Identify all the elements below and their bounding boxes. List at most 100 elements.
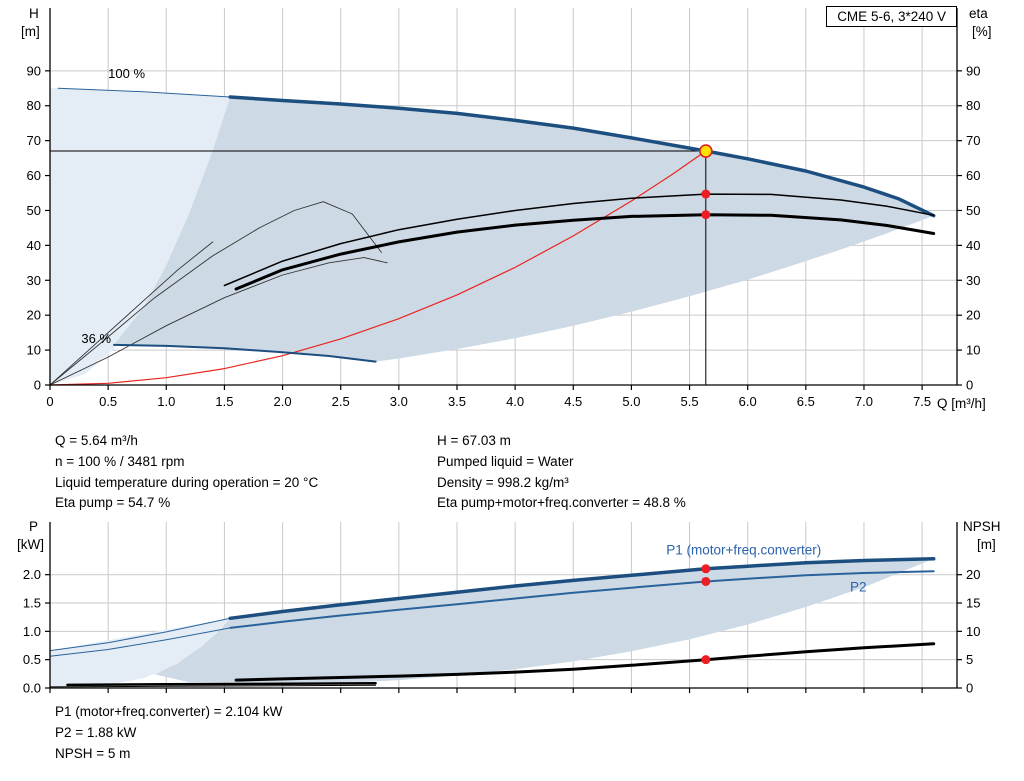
power-right-axis-name: NPSH xyxy=(963,519,1001,534)
pump-curve-100 xyxy=(228,95,936,218)
pump-model-box: CME 5-6, 3*240 V xyxy=(826,6,957,27)
power-left-axis-unit: [kW] xyxy=(17,537,44,552)
p2-extension xyxy=(49,627,231,657)
envelope-light xyxy=(50,88,231,386)
eta-pump-value: Eta pump = 54.7 % xyxy=(55,495,171,511)
hq-right-axis-name: eta xyxy=(969,6,988,21)
x-tick-label: 6.0 xyxy=(739,394,757,409)
x-tick-label: 3.5 xyxy=(448,394,466,409)
speed-value: n = 100 % / 3481 rpm xyxy=(55,453,185,469)
power-envelope-light xyxy=(50,618,231,687)
y-tick-left-label: 70 xyxy=(27,133,41,148)
eta-total-point xyxy=(701,210,711,220)
eta-pump-curve xyxy=(223,193,935,287)
npsh-low-thin xyxy=(49,684,377,688)
liquid-temp-value: Liquid temperature during operation = 20… xyxy=(55,474,319,490)
x-tick-label: 7.0 xyxy=(855,394,873,409)
hq-right-axis-unit: [%] xyxy=(972,24,992,39)
x-tick-label: 5.5 xyxy=(681,394,699,409)
duty-info-right: H = 67.03 m Pumped liquid = Water Densit… xyxy=(437,431,686,514)
x-tick-label: 4.0 xyxy=(506,394,524,409)
y-tick-right-label: 40 xyxy=(966,238,980,253)
power-left-axis-name: P xyxy=(29,519,39,534)
x-tick-label: 1.5 xyxy=(215,394,233,409)
hq-left-axis-name: H xyxy=(29,6,39,21)
head-value: H = 67.03 m xyxy=(437,433,511,448)
pump-curve-36 xyxy=(113,343,377,363)
y-tick-left-label: 0.0 xyxy=(23,681,41,696)
eta-total-curve xyxy=(234,213,936,291)
npsh-low-thick xyxy=(66,681,377,687)
x-tick-label: 7.5 xyxy=(913,394,931,409)
y-tick-left-label: 10 xyxy=(27,343,41,358)
npsh-value: NPSH = 5 m xyxy=(55,745,131,761)
p2-value: P2 = 1.88 kW xyxy=(55,724,137,740)
x-tick-label: 5.0 xyxy=(622,394,640,409)
speed-label-100: 100 % xyxy=(108,66,145,81)
envelope-main xyxy=(114,97,934,362)
x-tick-label: 2.0 xyxy=(274,394,292,409)
x-tick-label: 4.5 xyxy=(564,394,582,409)
x-tick-label: 2.5 xyxy=(332,394,350,409)
eta-pump-point xyxy=(701,189,711,199)
y-tick-right-label: 50 xyxy=(966,203,980,218)
power-info: P1 (motor+freq.converter) = 2.104 kW P2 … xyxy=(55,702,282,764)
p2-label: P2 xyxy=(850,580,867,595)
y-tick-right-label: 90 xyxy=(966,63,980,78)
hq-chart: 0 0.5 1.0 1.5 2.0 2.5 3.0 3.5 4.0 4.5 5.0 5.5 6.0 6.5… xyxy=(27,8,980,409)
y-tick-right-label: 20 xyxy=(966,567,980,582)
x-tick-label: 6.5 xyxy=(797,394,815,409)
y-tick-right-label: 30 xyxy=(966,273,980,288)
y-tick-right-label: 20 xyxy=(966,308,980,323)
p2-point xyxy=(701,576,711,586)
y-tick-left-label: 30 xyxy=(27,273,41,288)
y-tick-left-label: 1.5 xyxy=(23,596,41,611)
hq-left-axis-unit: [m] xyxy=(21,24,40,39)
y-tick-left-label: 0.5 xyxy=(23,652,41,667)
fan-curve-3 xyxy=(49,241,214,386)
power-chart: 0.0 0.5 1.0 1.5 2.0 0 5 10 15 20 P1 (motor+freq.co… xyxy=(23,522,980,696)
y-tick-right-label: 0 xyxy=(966,378,973,393)
y-tick-right-label: 15 xyxy=(966,596,980,611)
duty-point[interactable] xyxy=(699,144,713,158)
density-value: Density = 998.2 kg/m³ xyxy=(437,474,569,490)
y-tick-left-label: 60 xyxy=(27,168,41,183)
y-tick-left-label: 2.0 xyxy=(23,567,41,582)
y-tick-left-label: 0 xyxy=(34,378,41,393)
pump-curve-extension xyxy=(57,87,231,98)
fan-curve-2 xyxy=(49,257,388,386)
control-curve-red xyxy=(49,150,707,386)
y-tick-right-label: 80 xyxy=(966,98,980,113)
y-tick-right-label: 0 xyxy=(966,681,973,696)
y-tick-left-label: 20 xyxy=(27,308,41,323)
npsh-point xyxy=(701,655,711,665)
p1-point xyxy=(701,564,711,574)
y-tick-left-label: 40 xyxy=(27,238,41,253)
x-tick-label: 3.0 xyxy=(390,394,408,409)
flow-value: Q = 5.64 m³/h xyxy=(55,433,138,448)
x-tick-label: 1.0 xyxy=(157,394,175,409)
p2-curve xyxy=(229,570,935,629)
liquid-value: Pumped liquid = Water xyxy=(437,453,574,469)
hq-x-axis-unit: Q [m³/h] xyxy=(937,396,986,411)
x-tick-label: 0 xyxy=(46,394,53,409)
y-tick-left-label: 80 xyxy=(27,98,41,113)
speed-label-36: 36 % xyxy=(81,331,111,346)
power-right-axis-unit: [m] xyxy=(977,537,996,552)
y-tick-left-label: 1.0 xyxy=(23,624,41,639)
npsh-curve xyxy=(234,642,936,682)
duty-info-left: Q = 5.64 m³/h n = 100 % / 3481 rpm Liqui… xyxy=(55,431,318,514)
p1-value: P1 (motor+freq.converter) = 2.104 kW xyxy=(55,704,283,719)
x-tick-label: 0.5 xyxy=(99,394,117,409)
p1-curve xyxy=(228,557,936,621)
p1-label: P1 (motor+freq.converter) xyxy=(666,542,821,557)
power-envelope-main xyxy=(154,558,934,683)
y-tick-right-label: 70 xyxy=(966,133,980,148)
eta-total-value: Eta pump+motor+freq.converter = 48.8 % xyxy=(437,495,686,511)
y-tick-left-label: 50 xyxy=(27,203,41,218)
y-tick-left-label: 90 xyxy=(27,63,41,78)
p1-extension xyxy=(49,617,231,652)
y-tick-right-label: 60 xyxy=(966,168,980,183)
y-tick-right-label: 10 xyxy=(966,343,980,358)
